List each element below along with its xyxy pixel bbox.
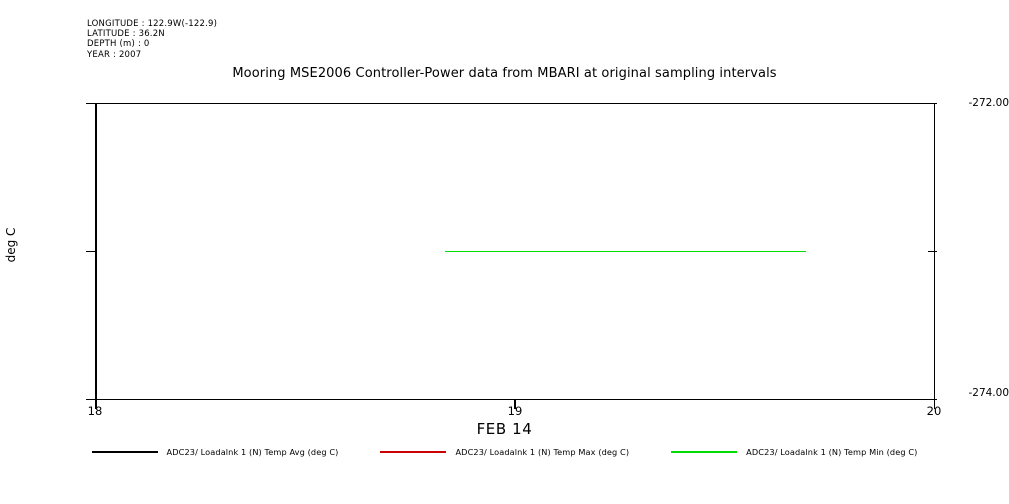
chart-title: Mooring MSE2006 Controller-Power data fr… xyxy=(232,66,777,81)
legend-entry-temp-min[interactable]: ADC23/ Loadalnk 1 (N) Temp Min (deg C) xyxy=(671,447,917,457)
y-tick-top-right xyxy=(928,102,937,104)
x-tick-left xyxy=(95,400,97,409)
metadata-longitude: LONGITUDE : 122.9W(-122.9) xyxy=(87,19,218,29)
x-tick-right xyxy=(933,400,935,409)
legend-label-temp-max: ADC23/ Loadalnk 1 (N) Temp Max (deg C) xyxy=(455,447,630,457)
y-tick-label-bottom: -274.00 xyxy=(968,387,1009,399)
y-tick-mid-left xyxy=(86,250,95,252)
metadata-depth: DEPTH (m) : 0 xyxy=(87,39,150,50)
legend-swatch-temp-min xyxy=(671,451,738,453)
legend-swatch-temp-avg xyxy=(91,451,158,453)
y-tick-label-top: -272.00 xyxy=(968,97,1009,109)
chart-legend: ADC23/ Loadalnk 1 (N) Temp Avg (deg C) A… xyxy=(0,447,1009,457)
metadata-latitude: LATITUDE : 36.2N xyxy=(87,29,165,40)
plot-frame xyxy=(95,103,935,400)
plot-frame-left-axis xyxy=(95,103,97,400)
legend-label-temp-avg: ADC23/ Loadalnk 1 (N) Temp Avg (deg C) xyxy=(166,447,339,457)
y-axis-title: deg C xyxy=(4,227,18,263)
y-tick-bottom-right xyxy=(928,398,937,400)
y-tick-mid-right xyxy=(928,250,937,252)
legend-label-temp-min: ADC23/ Loadalnk 1 (N) Temp Min (deg C) xyxy=(746,447,918,457)
x-tick-label-right: 20 xyxy=(926,404,942,418)
series-line-temp-min xyxy=(444,250,807,253)
y-tick-top-left xyxy=(86,102,95,104)
x-tick-label-mid: 19 xyxy=(507,404,523,418)
x-tick-mid xyxy=(514,400,516,409)
metadata-year: YEAR : 2007 xyxy=(87,49,142,60)
x-tick-label-left: 18 xyxy=(87,404,103,418)
x-axis-title: FEB 14 xyxy=(476,420,533,438)
legend-entry-temp-avg[interactable]: ADC23/ Loadalnk 1 (N) Temp Avg (deg C) xyxy=(91,447,339,457)
legend-entry-temp-max[interactable]: ADC23/ Loadalnk 1 (N) Temp Max (deg C) xyxy=(380,447,629,457)
y-tick-bottom-left xyxy=(86,398,95,400)
plot-data-area xyxy=(95,103,935,400)
legend-swatch-temp-max xyxy=(380,451,447,453)
station-metadata-block: LONGITUDE : 122.9W(-122.9) LATITUDE : 36… xyxy=(87,19,217,60)
